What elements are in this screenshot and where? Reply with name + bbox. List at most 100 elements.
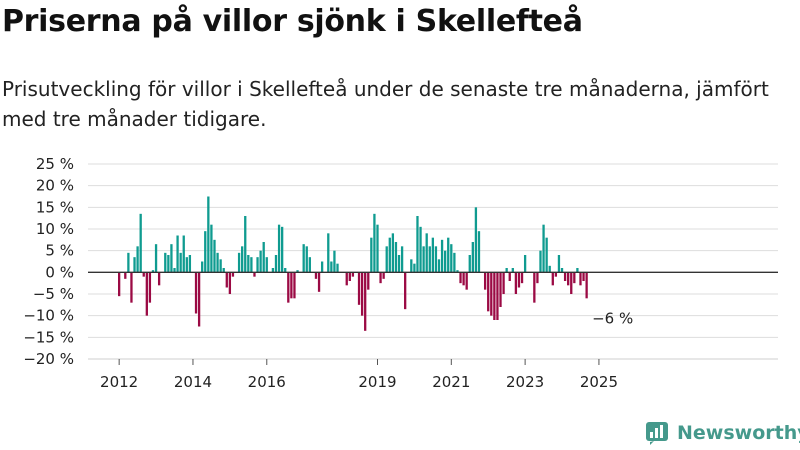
x-tick-label: 2021 [432,373,470,391]
bar [404,272,407,310]
bar [197,272,201,327]
x-tick-label: 2023 [506,373,544,391]
bar [287,272,290,303]
bar [499,272,502,307]
bar [434,246,438,273]
bar [394,242,398,273]
bar [431,237,434,273]
bar [370,237,373,273]
bar [284,268,287,273]
bar [582,272,585,281]
bar [194,272,198,314]
bar [250,257,253,273]
bar [483,272,487,290]
bar [320,261,324,273]
bar [379,272,382,284]
bar [148,272,152,303]
bar-chart: −20 % −15 % −10 % −5 % 0 % 5 % 10 % 15 % 20 % 25 … [23,155,778,391]
bar [308,257,311,273]
bar [490,272,493,316]
bar [351,272,355,277]
bar [247,255,250,273]
bar [554,272,558,277]
y-tick-label: −5 % [33,285,74,303]
bar [305,246,308,273]
bar [164,252,167,273]
bar [416,216,419,273]
bar [151,270,155,273]
x-tick-label: 2016 [248,373,286,391]
bar [139,213,142,273]
x-tick-label: 2025 [580,373,618,391]
bar [425,233,428,273]
bar [450,244,453,273]
bar [437,259,441,273]
bar [185,257,188,273]
bar [293,272,296,299]
bar [302,244,305,273]
bar [410,259,413,273]
bar [333,250,336,273]
brand-name: Newsworthy [677,422,800,444]
bar [262,242,265,273]
bar [231,272,235,277]
bar [397,255,401,273]
bar [373,213,376,273]
y-tick-label: 25 % [36,155,74,173]
bar [567,272,570,286]
bar [336,263,339,273]
bar [523,255,527,273]
bar [207,196,210,273]
bar [551,272,554,286]
bar [419,226,422,273]
bar [241,246,244,273]
bar [364,272,367,331]
y-tick-label: −15 % [23,328,74,346]
bar [360,272,364,316]
x-tick-label: 2014 [174,373,212,391]
bar [502,272,505,294]
bar [133,257,136,273]
bar [213,239,216,273]
bar [173,268,176,273]
bar [296,270,299,273]
bar [545,237,548,273]
bar [477,231,481,273]
x-tick-label: 2012 [100,373,138,391]
bar [465,272,468,290]
bar [244,216,247,273]
bar [542,224,545,273]
bar [176,235,179,273]
y-tick-label: 0 % [45,263,74,281]
bar [573,272,576,284]
bar [462,272,465,286]
bar [219,259,222,273]
bar [201,261,204,273]
bar [130,272,133,303]
y-axis-tick-labels: −20 % −15 % −10 % −5 % 0 % 5 % 10 % 15 % 20 % 25 … [23,155,74,368]
y-tick-label: 10 % [36,220,74,238]
bar [579,272,582,286]
bar [468,255,471,273]
bar [471,242,474,273]
bars [118,196,588,331]
bar [228,272,232,294]
bar [444,250,447,273]
brand[interactable]: Newsworthy [645,420,800,446]
bar [345,272,348,286]
chart-subtitle: Prisutveckling för villor i Skellefteå u… [2,77,769,131]
x-axis-ticks: 2012 2014 2016 2019 2021 2023 2025 [100,359,618,391]
bar [376,224,379,273]
bar [348,272,351,281]
bar [505,268,508,273]
bar [314,272,318,279]
bar [382,272,385,279]
bar [142,272,145,277]
bar [391,233,395,273]
y-tick-label: 15 % [36,198,74,216]
y-tick-label: −10 % [23,307,74,325]
bar [253,272,256,277]
bar [533,272,536,303]
bar [514,272,518,294]
bar [357,272,361,305]
